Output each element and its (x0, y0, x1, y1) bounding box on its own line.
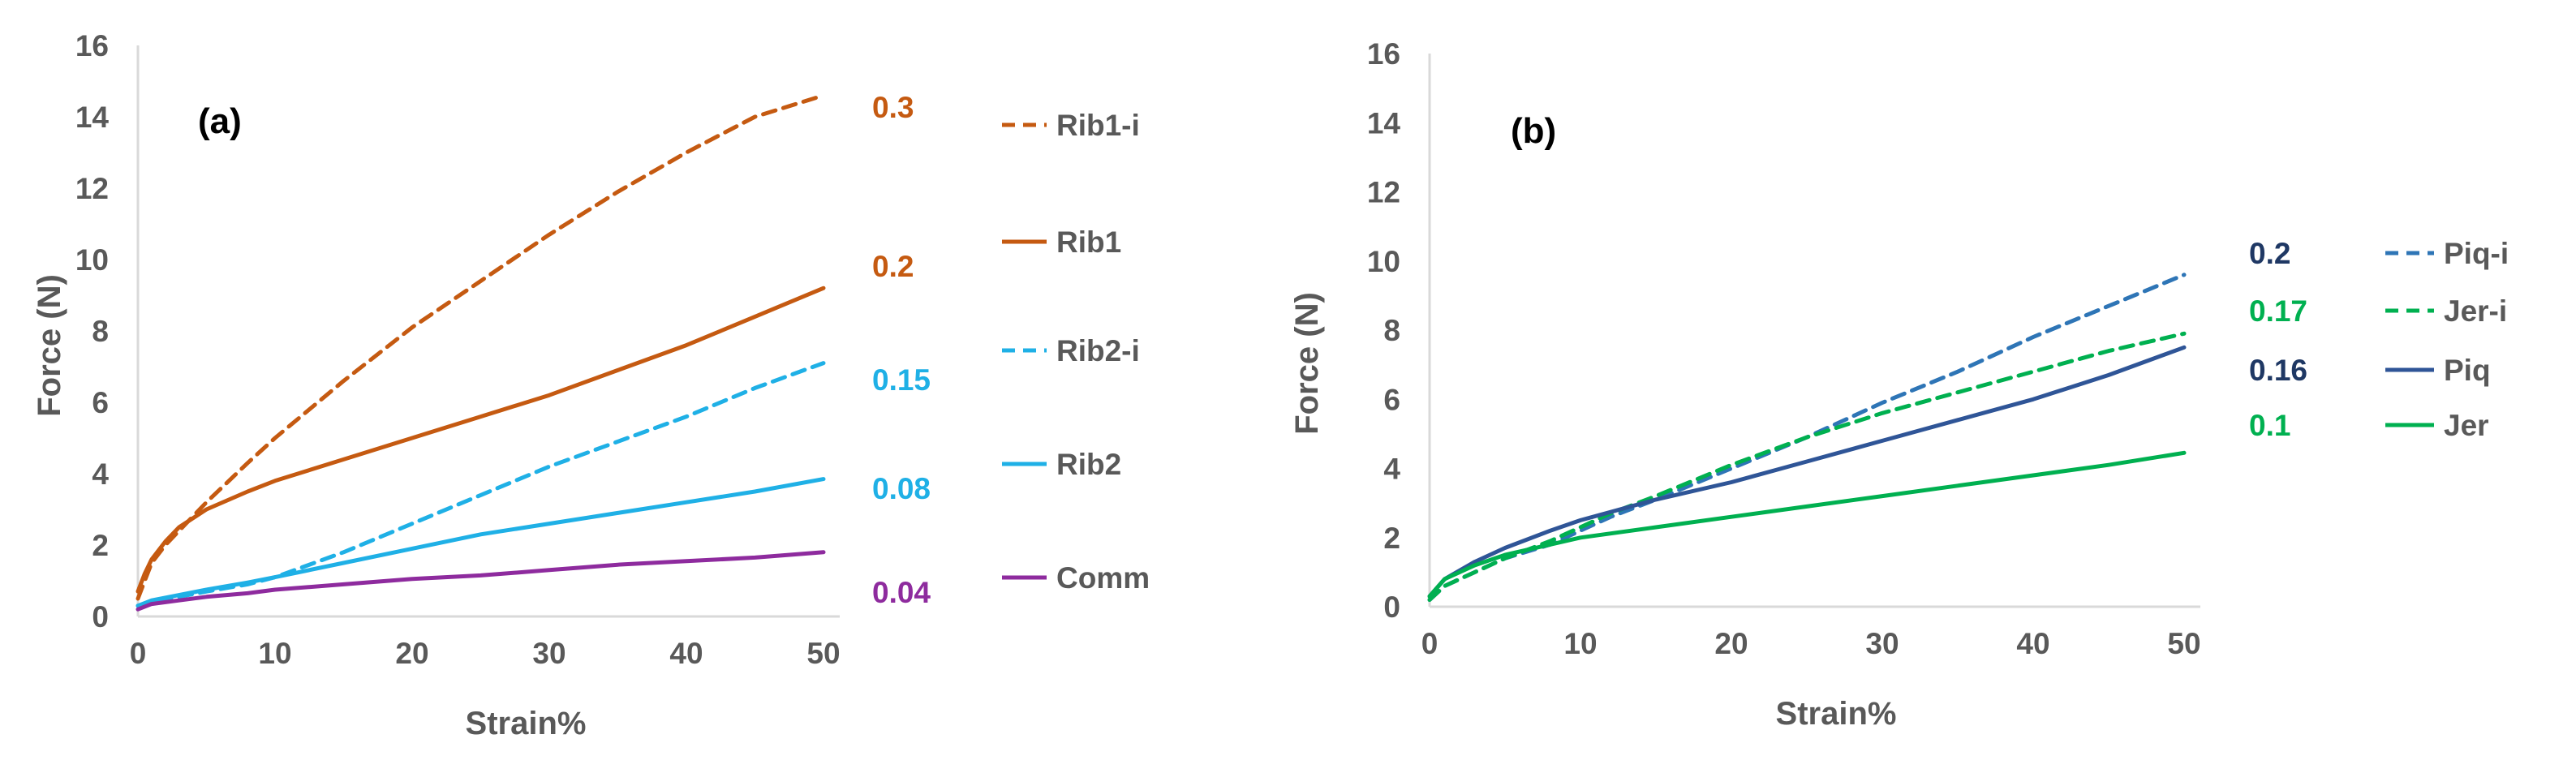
legend: Piq-i Jer-i Piq Jer (2385, 237, 2509, 442)
x-axis-title: Strain% (466, 706, 587, 741)
y-tick-label: 16 (1367, 37, 1400, 71)
series-line-rib2-i (135, 361, 826, 608)
legend: Rib1-i Rib1 Rib2-i Rib2 Comm (1002, 109, 1150, 595)
y-tick-label: 8 (92, 315, 109, 348)
y-tick-label: 8 (1383, 314, 1400, 347)
x-tick-label: 10 (258, 637, 291, 670)
y-tick-label: 0 (1383, 590, 1400, 624)
y-tick-label: 10 (1367, 245, 1400, 278)
y-tick-label: 0 (92, 600, 109, 633)
series-line-rib2 (135, 477, 826, 608)
end-labels: 0.2 0.17 0.16 0.1 (2249, 237, 2307, 442)
y-tick-label: 10 (75, 243, 109, 277)
x-tick-label: 50 (806, 637, 840, 670)
x-tick-label: 40 (669, 637, 703, 670)
y-tick-label: 16 (75, 29, 109, 62)
end-value-label: 0.15 (872, 363, 931, 397)
legend-label: Rib2-i (1056, 334, 1140, 367)
end-labels: 0.3 0.2 0.15 0.08 0.04 (872, 91, 931, 609)
tick-labels: 0 10 20 30 40 50 0 2 4 6 8 10 12 14 16 (1367, 37, 2201, 660)
legend-label: Piq (2444, 354, 2491, 387)
chart-panel-b: (b) Strain% Force (N) 0 10 20 30 40 50 0 2 4 6 8 10… (1289, 37, 2509, 732)
end-value-label: 0.2 (872, 250, 914, 283)
series-line-rib1 (135, 286, 826, 594)
x-tick-label: 0 (1421, 627, 1439, 660)
legend-label: Piq-i (2444, 237, 2509, 270)
x-tick-label: 0 (130, 637, 147, 670)
x-axis-title: Strain% (1776, 696, 1897, 732)
x-tick-label: 30 (1865, 627, 1899, 660)
x-tick-label: 40 (2016, 627, 2049, 660)
end-value-label: 0.04 (872, 576, 931, 609)
panel-label: (a) (198, 101, 242, 141)
end-value-label: 0.1 (2249, 409, 2290, 442)
x-tick-label: 20 (1714, 627, 1748, 660)
y-tick-label: 12 (1367, 176, 1400, 209)
y-tick-label: 12 (75, 172, 109, 205)
legend-label: Jer-i (2444, 294, 2507, 328)
y-tick-label: 14 (1367, 106, 1401, 140)
series-line-jer-i (1427, 331, 2187, 602)
y-tick-label: 14 (75, 101, 110, 134)
x-tick-label: 10 (1563, 627, 1597, 660)
end-value-label: 0.3 (872, 91, 914, 124)
y-axis-title: Force (N) (32, 274, 67, 417)
y-tick-label: 2 (1383, 522, 1400, 555)
series-lines (135, 93, 826, 612)
y-axis-title: Force (N) (1289, 292, 1325, 435)
series-line-rib1-i (135, 93, 826, 601)
end-value-label: 0.17 (2249, 294, 2307, 328)
legend-label: Rib1 (1056, 225, 1121, 259)
axes (136, 45, 840, 618)
legend-label: Rib1-i (1056, 109, 1140, 142)
tick-labels: 0 10 20 30 40 50 0 2 4 6 8 10 12 14 16 (75, 29, 841, 670)
legend-label: Comm (1056, 561, 1150, 595)
x-tick-label: 20 (395, 637, 428, 670)
end-value-label: 0.2 (2249, 237, 2290, 270)
axes (1428, 54, 2200, 608)
series-line-jer (1427, 450, 2187, 599)
series-line-comm (135, 550, 826, 612)
y-tick-label: 6 (1383, 383, 1400, 416)
chart-panel-a: (a) Strain% Force (N) 0 10 20 30 40 50 0 2 4 6 8 10… (32, 29, 1150, 741)
y-tick-label: 4 (92, 457, 109, 491)
end-value-label: 0.08 (872, 472, 931, 505)
legend-label: Jer (2444, 409, 2489, 442)
x-tick-label: 30 (532, 637, 566, 670)
x-tick-label: 50 (2167, 627, 2200, 660)
y-tick-label: 2 (92, 529, 109, 562)
series-line-piq (1427, 345, 2187, 599)
end-value-label: 0.16 (2249, 354, 2307, 387)
legend-label: Rib2 (1056, 448, 1121, 481)
y-tick-label: 4 (1383, 453, 1400, 486)
panel-label: (b) (1511, 111, 1556, 151)
y-tick-label: 6 (92, 386, 109, 419)
series-lines (1427, 273, 2187, 602)
